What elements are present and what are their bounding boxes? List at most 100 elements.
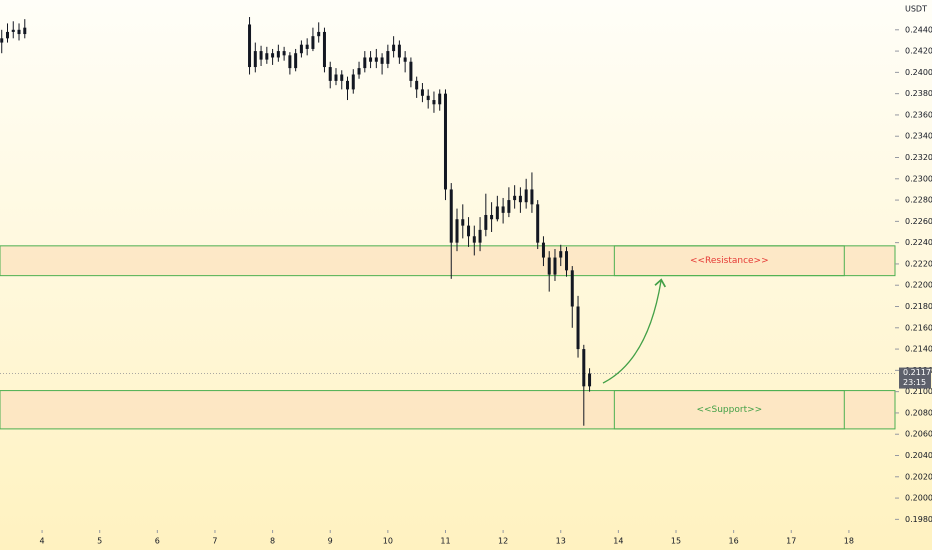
x-tick-label: 6 [155,537,160,546]
candle-body [340,74,344,81]
y-tick-label: 0.2320 [905,153,932,162]
arrow [602,278,667,384]
zone-label: <<Support>> [696,405,762,415]
candle-body [305,44,309,49]
candle-body [409,61,413,81]
y-tick-label: 0.2340 [905,132,932,141]
candle-body [294,53,298,69]
candle-body [524,189,528,203]
x-tick-label: 10 [383,537,393,546]
candle-body [23,27,27,35]
candle-body [553,257,557,275]
candle-body [334,74,338,81]
y-tick-label: 0.2440 [905,25,932,34]
candle-body [369,57,373,62]
x-tick-label: 8 [270,537,275,546]
candle-body [386,51,390,64]
candle-body [507,200,511,213]
candle-body [478,229,482,243]
candle-body [582,349,586,387]
y-tick-label: 0.2000 [905,494,932,503]
zone [0,245,896,277]
last-price-label: 0.2117 [903,368,931,377]
candle-body [576,306,580,350]
y-tick-label: 0.2360 [905,110,932,119]
y-tick-label: 0.2060 [905,430,932,439]
candle-body [490,214,494,220]
x-tick-label: 16 [729,537,739,546]
y-tick-label: 0.2200 [905,281,932,290]
candle-body [317,31,321,37]
candle-body [426,95,430,101]
candle-body [374,57,378,62]
countdown-label: 23:15 [903,378,926,387]
x-tick-label: 4 [40,537,45,546]
y-tick-label: 0.2020 [905,472,932,481]
candle-body [259,51,263,60]
zone-label-box [613,245,845,277]
x-tick-label: 7 [212,537,217,546]
candle-body [432,100,436,105]
y-tick-label: 0.1980 [905,515,932,524]
y-tick-label: 0.2300 [905,174,932,183]
candle-body [299,44,303,54]
candle-body [265,53,269,60]
candle-body [449,189,453,243]
y-tick-label: 0.2180 [905,302,932,311]
candle-body [276,51,280,58]
x-tick-label: 15 [671,537,681,546]
candle-body [357,68,361,75]
candle-body [472,236,476,243]
zone-label: <<Resistance>> [690,256,769,266]
y-tick-label: 0.2080 [905,408,932,417]
candle-body [513,195,517,201]
x-tick-label: 11 [440,537,450,546]
zone-label-box [613,390,845,430]
candle-body [403,57,407,62]
candle-body [311,36,315,49]
candle-body [0,38,4,43]
y-tick-label: 0.2140 [905,345,932,354]
candle-body [530,189,534,205]
y-tick-label: 0.2280 [905,196,932,205]
candle-body [565,251,569,271]
y-tick-label: 0.2240 [905,238,932,247]
candle-body [443,93,447,190]
y-tick-label: 0.2380 [905,89,932,98]
candle-body [17,29,21,35]
candle-body [392,44,396,52]
x-tick-label: 17 [786,537,796,546]
x-tick-label: 9 [328,537,333,546]
last-price-box [899,367,931,389]
candle-body [467,225,471,237]
candle-body [495,206,499,220]
x-tick-label: 5 [97,537,102,546]
candle-body [588,373,592,387]
candle-body [541,242,545,258]
candle-body [461,219,465,226]
candle-body [288,55,292,69]
candle-body [271,53,275,58]
candle-body [570,270,574,307]
candle-body [518,195,522,203]
candle-body [11,29,15,32]
y-tick-label: 0.2220 [905,259,932,268]
y-tick-label: 0.2420 [905,47,932,56]
candle-body [547,257,551,275]
y-tick-label: 0.2160 [905,323,932,332]
plot: <<Resistance>> <<Support>> 0.2440 0.2420 0.2… [0,17,932,546]
x-tick-label: 13 [556,537,566,546]
candle-body [322,31,326,68]
candle-body [253,51,257,68]
candle-body [5,31,9,39]
y-tick-label: 0.2040 [905,451,932,460]
candle-body [415,80,419,90]
candle-body [536,204,540,243]
x-tick-label: 18 [844,537,854,546]
candle-body [346,80,350,90]
x-tick-label: 14 [613,537,623,546]
candle-body [248,24,252,68]
candle-body [559,251,563,258]
